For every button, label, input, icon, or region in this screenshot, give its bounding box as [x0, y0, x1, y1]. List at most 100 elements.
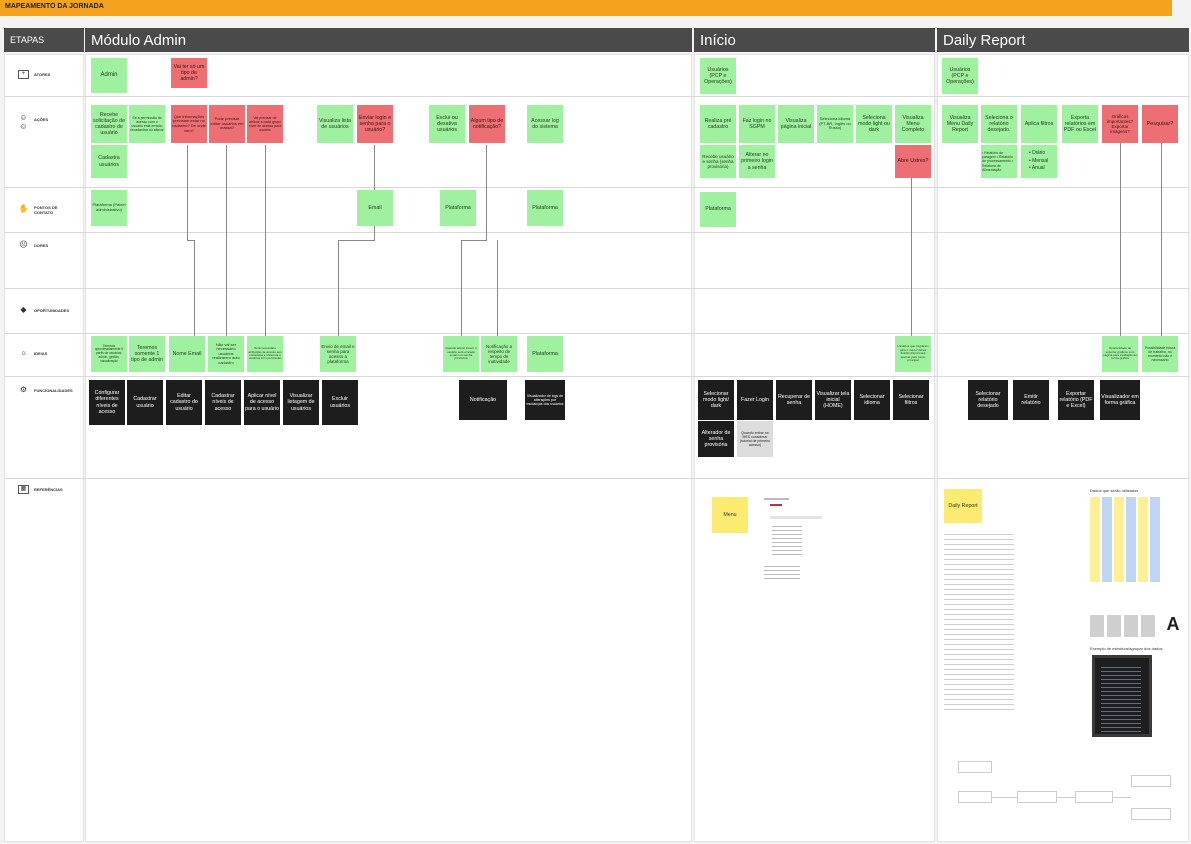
row-label-acoes: AÇÕES: [34, 117, 49, 122]
sticky-contact: Plataforma (Painel administrativo): [91, 190, 127, 226]
row-divider: [4, 376, 1189, 377]
sticky-question: Algum tipo de notificação?: [469, 105, 505, 143]
header-inicio: Início: [694, 28, 935, 52]
sticky-action: Seleciona o relatório desejado.: [981, 105, 1017, 143]
sticky-action: Recebe solicitação de cadastro de usuári…: [91, 105, 127, 143]
row-divider: [4, 187, 1189, 188]
feature-card: Exportar relatório (PDF e Excel): [1058, 380, 1094, 420]
hand-icon: ✋: [18, 204, 29, 213]
sticky-question: Abre Ustres?: [895, 145, 931, 178]
code-structure-thumbnail: [1092, 655, 1152, 737]
image-icon: ▦: [18, 485, 29, 494]
feature-card: Recuperar de senha: [776, 380, 812, 420]
sticky-action: Visualiza lista de usuários: [317, 105, 353, 143]
header-inicio-label: Início: [700, 32, 736, 49]
feature-card: Visualizador em forma gráfica: [1100, 380, 1140, 420]
sticky-action: Cadastra usuários: [91, 145, 127, 178]
row-label-dores: DORES: [34, 243, 49, 248]
row-label-pontos: PONTOS DE CONTATO: [34, 205, 58, 215]
sticky-idea: Teremos somente 1 tipo de admin: [129, 336, 165, 372]
feature-card: Editar cadastro do usuário: [166, 380, 202, 425]
connector-line: [497, 240, 498, 336]
period-item: • Diário: [1029, 150, 1046, 156]
sticky-action: Visualiza Menu Daily Report: [942, 105, 978, 143]
sticky-question: Vai precisar de atribuir a cada grupo ní…: [247, 105, 283, 143]
connector-line: [194, 240, 195, 336]
sticky-action: Aplica filtros: [1021, 105, 1057, 143]
header-etapas: ETAPAS: [4, 28, 84, 52]
feature-card: Cadastrar níveis de acesso: [205, 380, 241, 425]
sticky-action: Visualiza Menu Completo: [895, 105, 931, 143]
feature-card: Cadastrar usuário: [127, 380, 163, 425]
connector-line: [338, 240, 339, 336]
header-daily-label: Daily Report: [943, 32, 1026, 49]
settings-icon: ⚙: [19, 385, 28, 394]
connector-line: [226, 145, 227, 336]
sticky-action: Seleciona idioma (PT-BR, Inglês ou Russo…: [817, 105, 853, 143]
sticky-idea: Envio de email e senha para acesso a pla…: [320, 336, 356, 372]
row-divider: [4, 288, 1189, 289]
row-divider: [4, 232, 1189, 233]
row-label-oportunidades: OPORTUNIDADES: [34, 308, 70, 313]
feature-card: Notificação: [459, 380, 507, 420]
connector-line: [1120, 135, 1121, 336]
sticky-question: Gráficos importantes? Exportar imagens?: [1102, 105, 1138, 143]
sticky-contact: Email: [357, 190, 393, 226]
sticky-reference-daily: Daily Report: [944, 489, 982, 523]
journey-banner: MAPEAMENTO DA JORNADA: [0, 0, 1172, 16]
connector-line: [265, 145, 266, 336]
sticky-idea: Nome Email: [169, 336, 205, 372]
sticky-contact: Plataforma: [527, 190, 563, 226]
header-etapas-label: ETAPAS: [10, 35, 45, 45]
feature-card: Excluir usuários: [322, 380, 358, 425]
flow-diagram-thumbnail: [955, 758, 1175, 823]
report-outline-thumbnail: [944, 530, 1014, 710]
sticky-question: Pesquisar?: [1142, 105, 1178, 143]
data-structure-title: Exemplo de estrutura/agrupar dos dados: [1090, 646, 1163, 651]
sticky-idea: Usuários que migraram para o menu Ustres…: [895, 336, 931, 372]
period-item: • Mensal: [1029, 157, 1049, 164]
panel-inicio: [694, 54, 935, 842]
sticky-action: Seleciona modo light ou dark: [856, 105, 892, 143]
feature-card-pending: Quando entrar no MES considerar (tutoria…: [737, 421, 773, 457]
feature-card: Fazer Login: [737, 380, 773, 420]
sticky-admin-actor: Admin: [91, 58, 127, 93]
row-label-atores: ATORES: [34, 72, 51, 77]
sticky-action: Alterar no primeiro login a senha: [739, 145, 775, 178]
row-label-funcionalidades: FUNCIONALIDADES: [34, 388, 73, 393]
sticky-report-list: • Relatório de paragem • Relatório de pr…: [981, 145, 1017, 178]
row-label-referencias: REFERÊNCIAS: [34, 487, 63, 492]
people-icon: ☺☺: [19, 113, 28, 131]
connector-line: [338, 240, 375, 241]
connector-line: [911, 178, 912, 336]
banner-title: MAPEAMENTO DA JORNADA: [5, 3, 104, 10]
connector-line: [461, 240, 487, 241]
connector-line: [486, 145, 487, 241]
period-item: • Anual: [1029, 165, 1045, 171]
row-divider: [4, 96, 1189, 97]
feature-card: Selecionar idioma: [854, 380, 890, 420]
header-admin-label: Módulo Admin: [91, 32, 187, 49]
sticky-inicio-actor: Usuários (PCP e Operações): [700, 58, 736, 94]
sticky-idea: Quando admin inserir o usuário será envi…: [443, 336, 479, 372]
sticky-contact: Plataforma: [700, 192, 736, 227]
feature-card: Configurar diferentes níveis de acesso: [89, 380, 125, 425]
logo-icon: A: [1166, 614, 1180, 634]
connector-line: [187, 145, 188, 241]
feature-card: Visualizar tela inicial (HOME): [815, 380, 851, 420]
row-divider: [4, 478, 1189, 479]
diamond-icon: ◆: [20, 305, 27, 314]
feature-card: Aplicar nível de acesso para o usuário: [244, 380, 280, 425]
header-admin: Módulo Admin: [85, 28, 692, 52]
sticky-action: Se a permissão de acesso com o usuário e…: [129, 105, 165, 143]
sad-face-icon: ☹: [19, 240, 28, 249]
sticky-question: Pode precisar editar usuários em massa?: [209, 105, 245, 143]
sticky-action: Visualiza página inicial: [778, 105, 814, 143]
sticky-idea: Teremos aproximadamente 5 perfis de usuá…: [91, 336, 127, 372]
connector-line: [461, 240, 462, 336]
lightbulb-icon: ☼: [19, 348, 28, 357]
sticky-idea: Oportunidade de exportar gráficos com pá…: [1102, 336, 1138, 372]
feature-card: Selecionar filtros: [893, 380, 929, 420]
sticky-period-list: • Diário • Mensal • Anual: [1021, 145, 1057, 178]
feature-card: Selecionar relatório desejado: [968, 380, 1008, 420]
